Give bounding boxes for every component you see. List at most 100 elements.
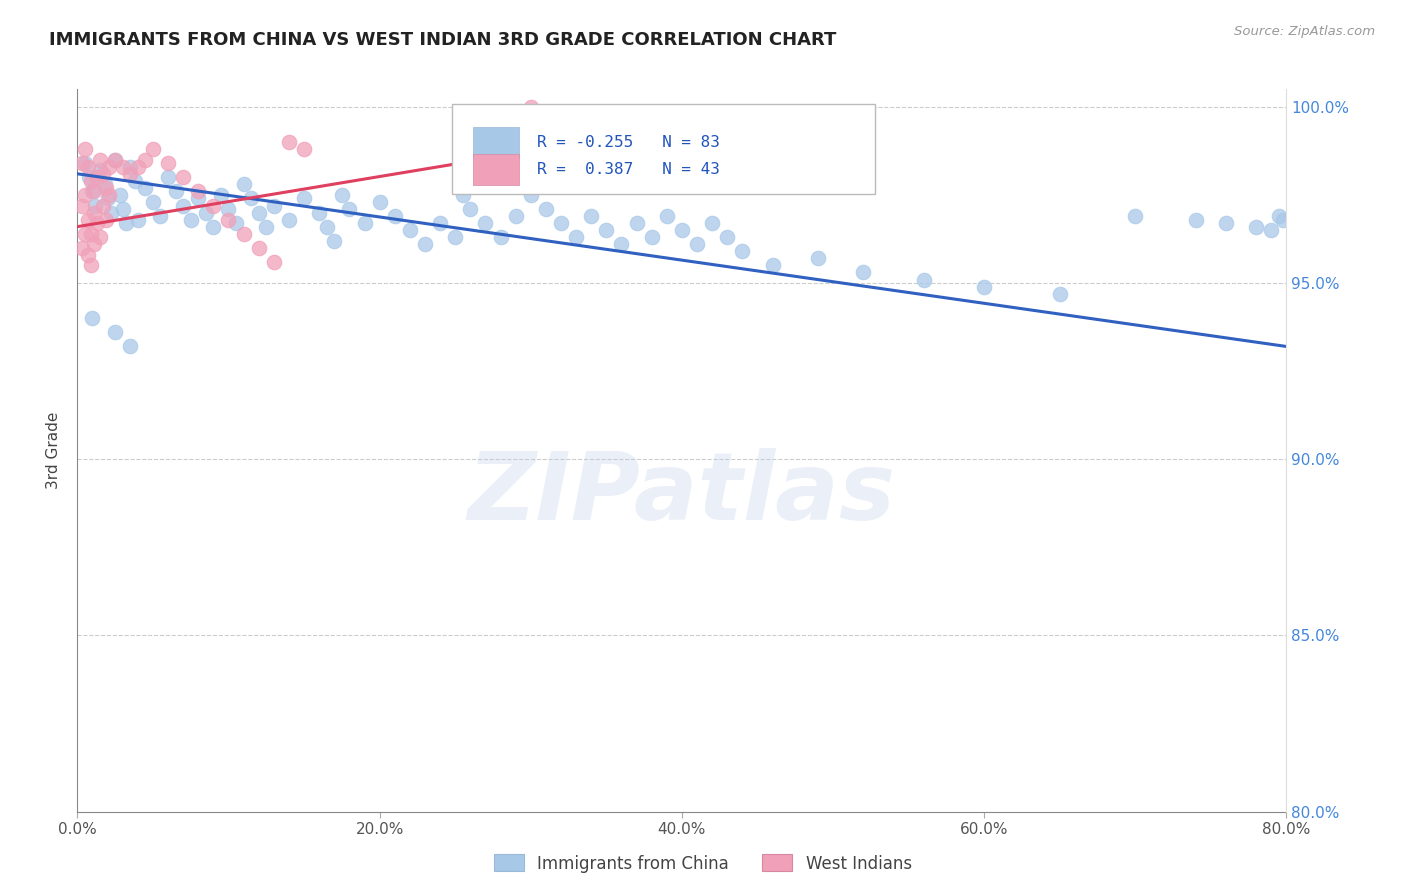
Point — [134, 153, 156, 167]
Point — [368, 194, 391, 209]
Point — [100, 205, 122, 219]
Point — [232, 178, 254, 192]
Point — [254, 219, 277, 234]
Point — [104, 153, 127, 167]
Point — [83, 205, 105, 219]
Point — [91, 198, 114, 212]
Point — [595, 223, 617, 237]
Point — [96, 191, 118, 205]
Point — [686, 237, 709, 252]
Point — [77, 248, 100, 262]
Point — [73, 188, 96, 202]
Point — [444, 230, 467, 244]
Point — [86, 170, 108, 185]
Text: Source: ZipAtlas.com: Source: ZipAtlas.com — [1234, 25, 1375, 38]
Point — [1049, 286, 1071, 301]
Point — [384, 209, 406, 223]
Point — [247, 205, 270, 219]
Point — [111, 202, 134, 216]
Point — [82, 185, 104, 199]
Point — [671, 223, 693, 237]
Point — [489, 230, 512, 244]
Point — [655, 209, 678, 223]
Point — [120, 160, 142, 174]
Point — [165, 185, 187, 199]
Point — [120, 339, 142, 353]
Point — [180, 212, 202, 227]
FancyBboxPatch shape — [453, 103, 876, 194]
Point — [520, 188, 543, 202]
Point — [550, 107, 572, 121]
Point — [973, 279, 995, 293]
Point — [1215, 216, 1237, 230]
Point — [83, 185, 105, 199]
Point — [218, 212, 240, 227]
Point — [124, 174, 146, 188]
Point — [1272, 212, 1295, 227]
Text: ZIPatlas: ZIPatlas — [468, 448, 896, 540]
Point — [315, 219, 337, 234]
Point — [114, 216, 136, 230]
Point — [70, 198, 93, 212]
Point — [70, 241, 93, 255]
Point — [852, 265, 875, 279]
Legend: Immigrants from China, West Indians: Immigrants from China, West Indians — [488, 847, 918, 880]
Point — [127, 212, 149, 227]
Point — [111, 160, 134, 174]
Point — [142, 142, 165, 156]
Point — [91, 167, 114, 181]
Point — [534, 202, 557, 216]
Point — [263, 255, 285, 269]
Point — [94, 212, 117, 227]
Point — [610, 237, 633, 252]
Point — [86, 216, 108, 230]
Point — [82, 311, 104, 326]
Point — [292, 191, 315, 205]
Point — [172, 198, 194, 212]
Point — [458, 202, 481, 216]
Point — [451, 188, 474, 202]
Point — [89, 153, 111, 167]
Point — [70, 156, 93, 170]
Point — [1260, 223, 1282, 237]
Point — [157, 170, 180, 185]
Point — [330, 188, 353, 202]
Point — [731, 244, 754, 259]
Point — [80, 259, 103, 273]
Point — [202, 198, 225, 212]
Point — [399, 223, 422, 237]
Point — [218, 202, 240, 216]
Point — [83, 237, 105, 252]
Point — [1268, 209, 1291, 223]
Point — [263, 198, 285, 212]
Point — [89, 230, 111, 244]
Point — [292, 142, 315, 156]
Text: R = -0.255   N = 83: R = -0.255 N = 83 — [537, 135, 720, 150]
Point — [104, 326, 127, 340]
Point — [1246, 219, 1268, 234]
Point — [626, 216, 648, 230]
Point — [194, 205, 217, 219]
Point — [142, 194, 165, 209]
Point — [474, 216, 496, 230]
Point — [134, 181, 156, 195]
Point — [308, 205, 330, 219]
Point — [240, 191, 263, 205]
Point — [641, 230, 664, 244]
Point — [120, 167, 142, 181]
Point — [716, 230, 738, 244]
Point — [413, 237, 436, 252]
Point — [278, 212, 301, 227]
FancyBboxPatch shape — [472, 154, 519, 185]
Point — [77, 212, 100, 227]
Point — [807, 252, 830, 266]
Text: R =  0.387   N = 43: R = 0.387 N = 43 — [537, 162, 720, 178]
Point — [337, 202, 360, 216]
Text: IMMIGRANTS FROM CHINA VS WEST INDIAN 3RD GRADE CORRELATION CHART: IMMIGRANTS FROM CHINA VS WEST INDIAN 3RD… — [49, 31, 837, 49]
Point — [762, 259, 785, 273]
Point — [127, 160, 149, 174]
Point — [429, 216, 451, 230]
Point — [232, 227, 254, 241]
Point — [323, 234, 346, 248]
Point — [225, 216, 247, 230]
